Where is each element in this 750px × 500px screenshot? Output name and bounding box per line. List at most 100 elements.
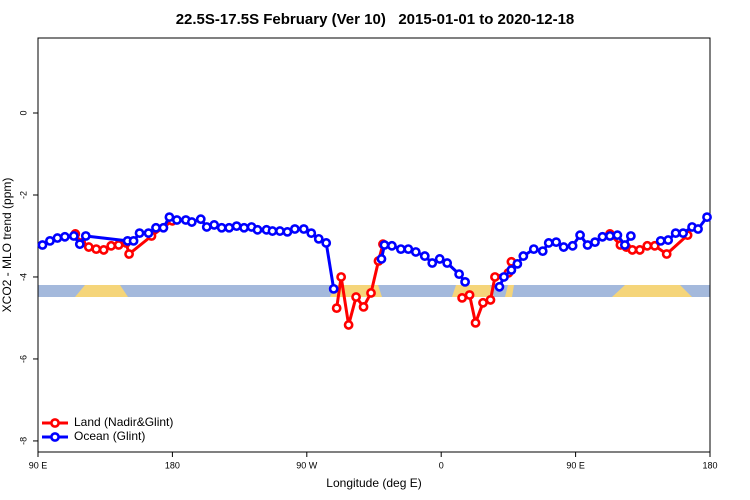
x-tick-label: 180: [702, 460, 717, 470]
point: [275, 226, 285, 236]
y-tick-label: -8: [18, 437, 28, 445]
point: [634, 245, 645, 255]
point: [627, 245, 638, 255]
point: [605, 231, 615, 241]
point: [195, 214, 206, 225]
point: [358, 301, 369, 312]
point: [582, 240, 593, 250]
x-tick-label: 180: [165, 460, 180, 470]
point: [655, 236, 666, 246]
point: [209, 220, 220, 230]
point: [306, 228, 317, 239]
point: [164, 212, 175, 223]
point: [485, 295, 496, 305]
point: [336, 272, 347, 282]
point: [45, 236, 55, 246]
y-tick-label: -2: [18, 191, 28, 199]
point: [499, 272, 509, 282]
point: [171, 215, 182, 225]
point: [224, 222, 235, 233]
series-line: [74, 219, 689, 327]
point: [434, 254, 445, 264]
point: [216, 222, 227, 233]
point: [619, 240, 630, 250]
point: [597, 231, 608, 242]
point: [124, 249, 134, 259]
point: [80, 231, 91, 241]
point: [379, 240, 390, 250]
point: [59, 231, 70, 242]
point: [387, 240, 397, 251]
legend-label: Land (Nadir&Glint): [74, 415, 173, 429]
y-tick-label: 0: [18, 111, 28, 116]
point: [649, 240, 660, 251]
point: [321, 238, 332, 248]
point: [464, 290, 475, 300]
y-tick-label: -6: [18, 355, 28, 363]
point: [328, 283, 339, 294]
point: [678, 228, 689, 239]
point: [575, 230, 585, 241]
point: [702, 212, 712, 223]
point: [395, 244, 406, 254]
land-strip: [75, 285, 128, 297]
legend-marker: [50, 418, 60, 428]
point: [252, 224, 263, 235]
point: [267, 226, 278, 236]
point: [693, 224, 703, 234]
point: [289, 224, 300, 234]
point: [98, 245, 109, 255]
y-tick-label: -4: [18, 273, 28, 281]
y-axis-title: XCO2 - MLO trend (ppm): [0, 178, 14, 313]
point: [558, 242, 569, 252]
point: [83, 242, 94, 252]
point: [128, 236, 139, 246]
point: [590, 237, 600, 248]
point: [343, 320, 354, 330]
point: [158, 222, 169, 233]
chart-title: 22.5S-17.5S February (Ver 10) 2015-01-01…: [176, 11, 575, 28]
point: [282, 226, 293, 237]
point: [419, 251, 430, 261]
point: [376, 254, 387, 264]
series-line: [41, 215, 709, 290]
point: [543, 238, 554, 248]
point: [490, 272, 500, 282]
point: [567, 240, 578, 251]
point: [494, 281, 505, 292]
point: [52, 233, 63, 243]
point: [239, 222, 249, 233]
x-axis-title: Longitude (deg E): [326, 476, 421, 490]
point: [427, 258, 438, 268]
point: [313, 233, 324, 244]
point: [134, 228, 145, 239]
point: [410, 247, 421, 257]
point: [403, 244, 414, 254]
point: [512, 258, 523, 269]
legend-marker: [50, 432, 60, 442]
point: [442, 258, 453, 268]
point: [537, 246, 548, 257]
point: [366, 288, 376, 298]
point: [642, 240, 653, 251]
land-strip: [505, 285, 514, 297]
point: [478, 297, 488, 308]
point: [518, 251, 529, 261]
point: [661, 249, 672, 259]
x-tick-label: 90 W: [296, 460, 318, 470]
legend-label: Ocean (Glint): [74, 429, 145, 443]
point: [470, 317, 481, 328]
point: [37, 240, 48, 250]
point: [231, 221, 242, 232]
point: [113, 240, 124, 250]
point: [551, 237, 562, 248]
point: [670, 228, 681, 239]
point: [298, 224, 309, 234]
land-strip: [612, 285, 692, 297]
point: [663, 235, 674, 245]
point: [186, 217, 197, 227]
x-tick-label: 0: [439, 460, 444, 470]
point: [151, 222, 161, 233]
point: [91, 244, 102, 254]
